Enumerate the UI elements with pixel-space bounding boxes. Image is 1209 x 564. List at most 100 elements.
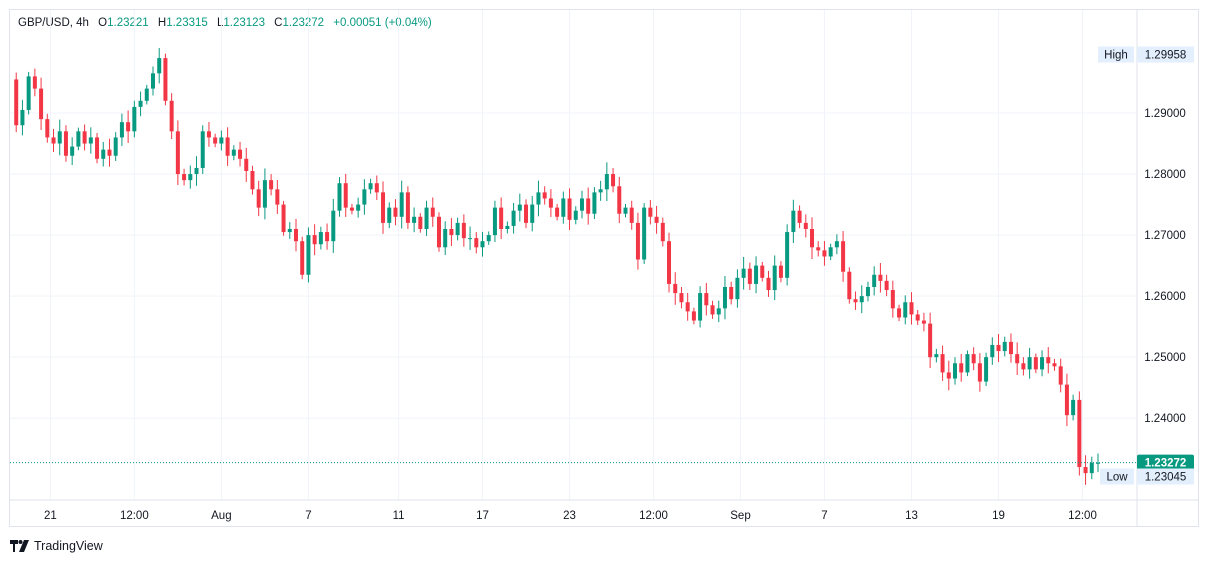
candle-body (959, 363, 964, 373)
high-marker-label: High (1104, 50, 1128, 62)
candle-body (990, 344, 995, 358)
candle-body (921, 320, 926, 324)
candle-body (343, 183, 348, 208)
candle-body (449, 228, 454, 236)
candle-body (722, 286, 727, 309)
symbol-label: GBP/USD, 4h (18, 17, 89, 29)
candle-body (766, 277, 771, 291)
candle-body (39, 88, 44, 120)
candle-body (331, 210, 336, 242)
candle-body (841, 241, 846, 272)
candle-body (256, 189, 261, 208)
candle-body (1033, 357, 1038, 370)
candle-body (480, 241, 485, 248)
change-value: +0.00051 (+0.04%) (333, 17, 432, 29)
x-tick-label: 17 (476, 510, 489, 522)
last-price-badge (1137, 454, 1194, 471)
candle-body (138, 100, 143, 107)
candle-body (424, 207, 429, 229)
candle-body (903, 302, 908, 318)
candle-body (984, 357, 989, 382)
candle-body (1064, 384, 1069, 416)
candle-body (642, 207, 647, 260)
y-tick-label: 1.26000 (1144, 291, 1186, 303)
candle-body (399, 192, 404, 217)
candle-body (579, 198, 584, 211)
candle-body (194, 167, 199, 175)
candle-body (144, 88, 149, 101)
candle-body (157, 58, 162, 74)
candle-body (530, 204, 535, 223)
candle-body (810, 228, 815, 248)
candle-body (269, 180, 274, 190)
candle-body (828, 247, 833, 257)
candle-body (362, 189, 367, 205)
low-marker-label-bg (1100, 468, 1134, 485)
candle-body (617, 186, 622, 214)
candle-body (312, 235, 317, 245)
high-label: H (157, 17, 167, 29)
candle-body (890, 290, 895, 309)
x-tick-label: 12:00 (1068, 510, 1097, 522)
candle-body (412, 216, 417, 223)
low-value: 1.23123 (223, 17, 265, 29)
y-tick-label: 1.24000 (1144, 413, 1186, 425)
candle-body (281, 204, 286, 233)
candle-body (946, 372, 951, 379)
ohlc-legend: GBP/USD, 4h O1.23221 H1.23315 L1.23123 C… (18, 17, 432, 29)
candle-body (735, 277, 740, 300)
candle-body (244, 158, 249, 171)
candle-body (436, 216, 441, 248)
candle-body (63, 131, 68, 156)
candle-body (872, 274, 877, 287)
candle-body (754, 265, 759, 284)
candle-body (262, 180, 267, 208)
candle-body (865, 286, 870, 297)
candle-body (586, 198, 591, 214)
candle-body (499, 207, 504, 229)
candle-body (517, 204, 522, 211)
candle-body (337, 183, 342, 211)
candle-body (909, 302, 914, 315)
candle-body (977, 363, 982, 382)
candle-body (455, 222, 460, 236)
candle-body (238, 149, 243, 159)
candle-body (654, 216, 659, 223)
close-label: C (274, 17, 283, 29)
candle-body (101, 149, 106, 159)
candle-body (57, 131, 62, 144)
candle-body (660, 222, 665, 242)
brand-name: TradingView (34, 539, 103, 553)
y-tick-label: 1.28000 (1144, 169, 1186, 181)
candle-body (567, 198, 572, 220)
high-value: 1.23315 (166, 17, 208, 29)
candle-body (629, 207, 634, 223)
candle-body (188, 174, 193, 181)
candle-body (1089, 462, 1094, 474)
candle-body (878, 274, 883, 281)
candle-body (169, 100, 174, 132)
candle-body (393, 207, 398, 217)
candle-body (1096, 462, 1100, 464)
candle-body (492, 207, 497, 236)
candle-body (859, 296, 864, 303)
candle-body (1002, 341, 1007, 352)
tradingview-branding[interactable]: TradingView (10, 539, 103, 553)
high-marker-value-bg (1137, 46, 1194, 63)
candle-body (1058, 366, 1063, 385)
candle-body (791, 210, 796, 233)
candle-body (250, 171, 255, 190)
candle-body (26, 76, 31, 110)
candle-body (76, 131, 81, 147)
candle-body (70, 146, 75, 156)
candle-body (971, 354, 976, 364)
candle-body (648, 207, 653, 217)
x-tick-label: 19 (992, 510, 1005, 522)
candle-body (275, 189, 280, 205)
candle-body (685, 302, 690, 312)
candle-body (1071, 399, 1076, 416)
candle-body (834, 241, 839, 248)
candle-body (741, 268, 746, 278)
candle-body (82, 131, 87, 144)
